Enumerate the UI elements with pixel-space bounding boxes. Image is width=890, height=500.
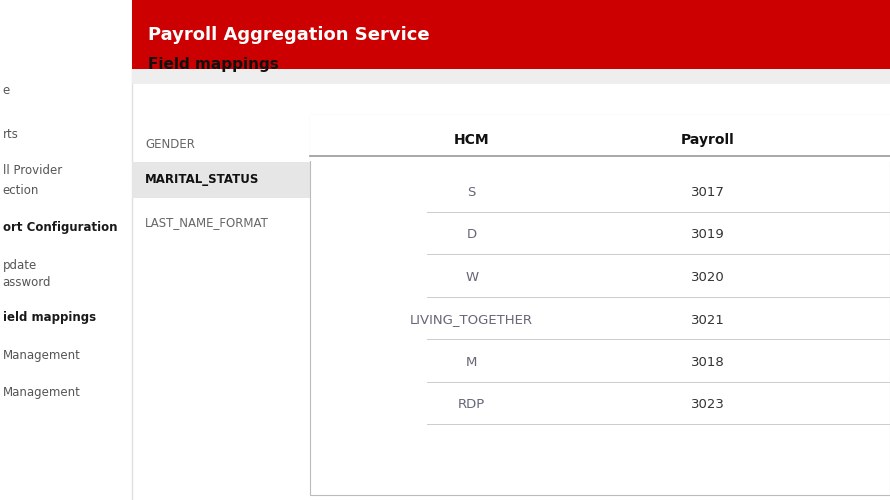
Text: ection: ection bbox=[3, 184, 39, 196]
Text: Payroll: Payroll bbox=[681, 133, 734, 147]
Text: Payroll Aggregation Service: Payroll Aggregation Service bbox=[148, 26, 429, 44]
Text: 3017: 3017 bbox=[691, 186, 724, 199]
Text: Management: Management bbox=[3, 348, 81, 362]
Text: HCM: HCM bbox=[454, 133, 490, 147]
Text: 3018: 3018 bbox=[691, 356, 724, 369]
Text: pdate: pdate bbox=[3, 258, 36, 272]
Text: 3023: 3023 bbox=[691, 398, 724, 411]
Text: GENDER: GENDER bbox=[145, 138, 195, 151]
Text: 3020: 3020 bbox=[691, 271, 724, 284]
Text: D: D bbox=[466, 228, 477, 241]
Text: MARITAL_STATUS: MARITAL_STATUS bbox=[145, 174, 260, 186]
Text: 3019: 3019 bbox=[691, 228, 724, 241]
Text: Management: Management bbox=[3, 386, 81, 399]
Text: Field mappings: Field mappings bbox=[148, 58, 279, 72]
Text: M: M bbox=[466, 356, 477, 369]
Text: assword: assword bbox=[3, 276, 51, 289]
Text: S: S bbox=[467, 186, 476, 199]
Text: rts: rts bbox=[3, 128, 19, 141]
FancyBboxPatch shape bbox=[0, 0, 132, 500]
Text: ort Configuration: ort Configuration bbox=[3, 221, 117, 234]
Text: ield mappings: ield mappings bbox=[3, 311, 96, 324]
Text: e: e bbox=[3, 84, 10, 96]
FancyBboxPatch shape bbox=[132, 162, 310, 198]
FancyBboxPatch shape bbox=[132, 0, 890, 69]
FancyBboxPatch shape bbox=[310, 115, 890, 161]
Text: ll Provider: ll Provider bbox=[3, 164, 62, 176]
Text: 3021: 3021 bbox=[691, 314, 724, 326]
Text: W: W bbox=[465, 271, 478, 284]
Text: RDP: RDP bbox=[458, 398, 485, 411]
FancyBboxPatch shape bbox=[310, 115, 890, 495]
FancyBboxPatch shape bbox=[132, 69, 890, 84]
Text: LIVING_TOGETHER: LIVING_TOGETHER bbox=[410, 314, 533, 326]
Text: LAST_NAME_FORMAT: LAST_NAME_FORMAT bbox=[145, 216, 269, 229]
